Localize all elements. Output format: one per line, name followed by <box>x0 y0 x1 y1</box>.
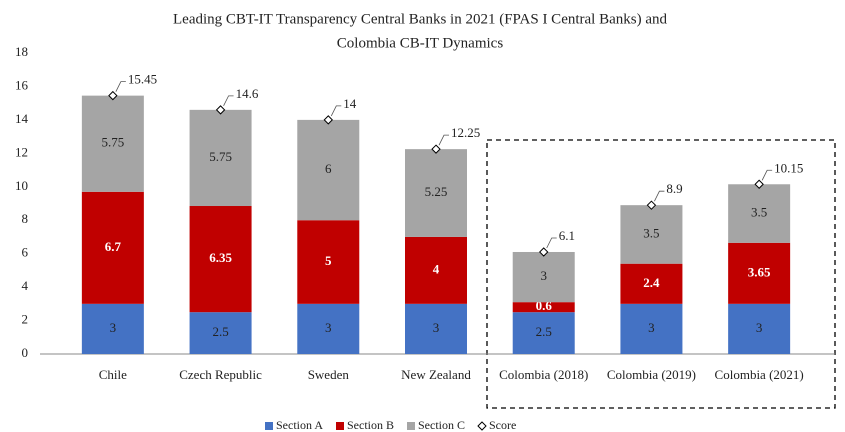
score-label: 12.25 <box>451 125 480 140</box>
legend-marker <box>477 421 487 431</box>
bar-segment <box>405 236 467 304</box>
bar-segment <box>405 149 467 237</box>
bar-segment <box>189 109 252 207</box>
leader-line <box>438 134 449 146</box>
legend-swatch <box>265 422 273 430</box>
bar-segment <box>189 312 252 354</box>
score-label: 8.9 <box>666 181 682 196</box>
y-tick-label: 12 <box>15 144 28 159</box>
leader-line <box>761 169 773 181</box>
x-tick-label: Sweden <box>308 367 350 382</box>
data-label: 3 <box>325 320 332 335</box>
y-tick-label: 6 <box>22 245 29 260</box>
bar-segment <box>728 303 791 354</box>
bar-segment <box>728 184 791 243</box>
y-tick-label: 8 <box>22 211 29 226</box>
bar-segment <box>81 191 144 304</box>
bar-segment <box>512 312 575 354</box>
data-label: 3 <box>540 268 547 283</box>
legend-label: Score <box>489 418 516 432</box>
data-label: 2.5 <box>212 324 228 339</box>
legend-swatch <box>407 422 415 430</box>
y-tick-label: 2 <box>22 312 29 327</box>
data-label: 6.35 <box>209 250 232 265</box>
data-label: 3 <box>756 320 763 335</box>
x-tick-label: Czech Republic <box>179 367 262 382</box>
score-label: 14 <box>343 96 357 111</box>
leader-line <box>654 190 665 202</box>
leader-line <box>115 81 126 92</box>
data-label: 3 <box>110 320 117 335</box>
chart-title: Leading CBT-IT Transparency Central Bank… <box>173 11 667 27</box>
score-label: 10.15 <box>774 160 803 175</box>
data-label: 3 <box>433 320 440 335</box>
y-tick-label: 10 <box>15 178 28 193</box>
score-marker <box>215 105 226 115</box>
score-marker <box>431 144 441 154</box>
leader-line <box>223 95 234 107</box>
data-label: 5.75 <box>209 149 232 164</box>
leader-line <box>546 237 557 249</box>
data-label: 3.5 <box>643 225 659 240</box>
data-label: 3 <box>648 320 655 335</box>
x-tick-label: New Zealand <box>401 367 471 382</box>
score-marker <box>539 247 549 257</box>
leader-line <box>330 105 342 117</box>
data-label: 5.25 <box>425 184 448 199</box>
x-tick-label: Chile <box>99 367 127 382</box>
bar-segment <box>620 303 683 354</box>
bar-segment <box>620 263 683 304</box>
score-marker <box>323 115 333 125</box>
bar-segment <box>297 119 360 221</box>
score-label: 14.6 <box>236 86 259 101</box>
bar-segment <box>81 95 144 192</box>
legend-label: Section C <box>418 418 465 432</box>
bar-segment <box>620 205 683 264</box>
y-tick-label: 0 <box>22 345 29 360</box>
chart-title: Colombia CB-IT Dynamics <box>337 35 504 51</box>
score-marker <box>754 179 764 189</box>
data-label: 2.5 <box>536 324 552 339</box>
y-tick-label: 14 <box>15 111 29 126</box>
score-marker <box>108 90 118 101</box>
data-label: 3.65 <box>748 264 771 279</box>
highlight-box <box>486 139 836 409</box>
legend-label: Section B <box>347 418 394 432</box>
bar-segment <box>297 303 360 354</box>
data-label: 2.4 <box>643 275 660 290</box>
legend-label: Section A <box>276 418 323 432</box>
score-label: 15.45 <box>128 72 157 87</box>
data-label: 6.7 <box>105 239 122 254</box>
bar-segment <box>405 303 467 354</box>
legend-swatch <box>336 422 344 430</box>
data-label: 5 <box>325 253 332 268</box>
y-tick-label: 4 <box>22 278 29 293</box>
bar-segment <box>189 206 252 313</box>
data-label: 4 <box>433 261 440 276</box>
data-label: 5.75 <box>101 135 124 150</box>
x-tick-label: Colombia (2018) <box>499 367 588 382</box>
y-tick-label: 16 <box>15 77 29 92</box>
bar-segment <box>512 302 575 313</box>
score-marker <box>646 200 657 210</box>
data-label: 3.5 <box>751 205 767 220</box>
score-label: 6.1 <box>559 228 575 243</box>
x-tick-label: Colombia (2021) <box>715 367 804 382</box>
bar-segment <box>512 251 575 303</box>
data-label: 6 <box>325 161 332 176</box>
bar-segment <box>81 303 144 354</box>
y-tick-label: 18 <box>15 44 28 59</box>
x-tick-label: Colombia (2019) <box>607 367 696 382</box>
bar-segment <box>728 242 791 304</box>
bar-segment <box>297 220 360 304</box>
